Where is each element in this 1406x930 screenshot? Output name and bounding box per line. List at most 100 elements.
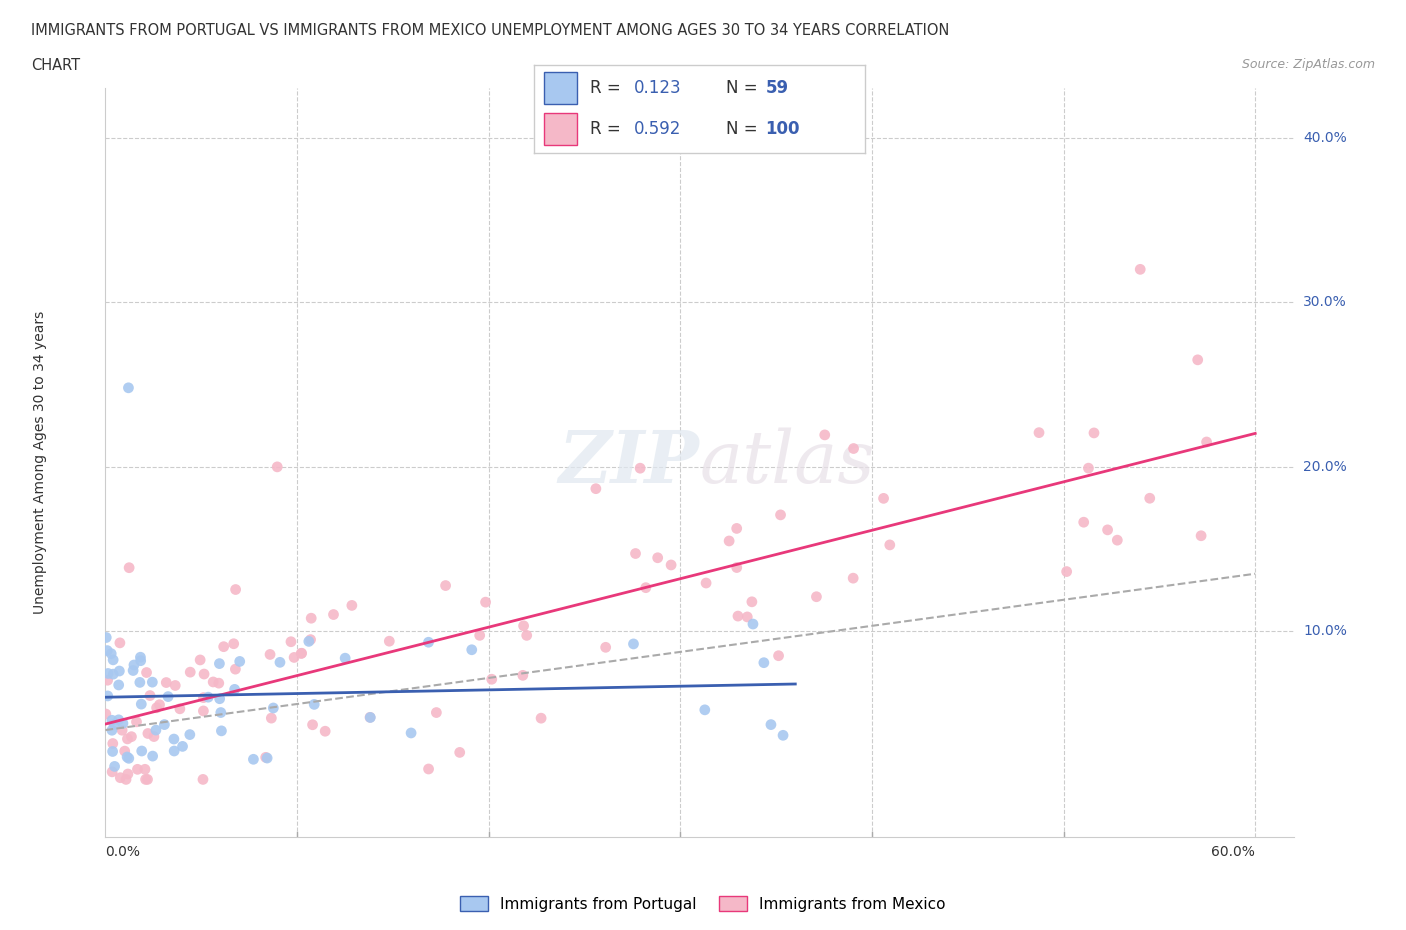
Point <box>117 380 139 395</box>
Point <box>468 628 491 643</box>
Point <box>269 655 291 670</box>
Point <box>103 717 125 732</box>
Point <box>141 674 163 689</box>
Point <box>725 560 748 575</box>
Point <box>222 636 245 651</box>
Point <box>378 633 401 648</box>
Point <box>718 534 741 549</box>
Point <box>333 651 356 666</box>
Point <box>122 658 145 672</box>
Point <box>97 666 120 681</box>
Point <box>595 640 617 655</box>
Text: 100: 100 <box>765 120 800 138</box>
Point <box>772 728 794 743</box>
Point <box>879 538 901 552</box>
Point <box>193 667 215 682</box>
Bar <box>544 113 578 145</box>
Point <box>108 635 131 650</box>
Point <box>97 672 120 687</box>
Point <box>481 671 503 686</box>
Text: 20.0%: 20.0% <box>1303 459 1347 473</box>
Point <box>585 481 607 496</box>
Text: CHART: CHART <box>31 58 80 73</box>
Point <box>96 644 118 658</box>
Point <box>145 700 167 715</box>
Point <box>1073 515 1095 530</box>
Point <box>103 667 125 682</box>
Point <box>302 697 325 711</box>
Point <box>107 678 129 693</box>
Point <box>101 764 124 779</box>
Text: IMMIGRANTS FROM PORTUGAL VS IMMIGRANTS FROM MEXICO UNEMPLOYMENT AMONG AGES 30 TO: IMMIGRANTS FROM PORTUGAL VS IMMIGRANTS F… <box>31 23 949 38</box>
Point <box>135 665 157 680</box>
Point <box>131 744 153 759</box>
Point <box>129 697 152 711</box>
Text: R =: R = <box>591 120 627 138</box>
Point <box>188 653 211 668</box>
Point <box>179 727 201 742</box>
Point <box>111 723 134 737</box>
Point <box>283 650 305 665</box>
Point <box>842 571 865 586</box>
Point <box>1139 491 1161 506</box>
Point <box>145 723 167 737</box>
Point <box>298 634 321 649</box>
Point <box>301 717 323 732</box>
Point <box>759 717 782 732</box>
Point <box>742 617 765 631</box>
Text: 0.0%: 0.0% <box>105 845 141 859</box>
Text: N =: N = <box>725 120 763 138</box>
Point <box>872 491 894 506</box>
Point <box>197 690 219 705</box>
Point <box>254 750 277 764</box>
Text: 0.592: 0.592 <box>633 120 681 138</box>
Point <box>530 711 553 725</box>
Point <box>163 732 186 747</box>
Point <box>101 653 124 668</box>
Point <box>299 632 322 647</box>
Point <box>512 618 534 633</box>
Point <box>418 635 440 650</box>
Point <box>193 690 215 705</box>
Point <box>693 702 716 717</box>
Point <box>118 560 141 575</box>
Text: 10.0%: 10.0% <box>1303 624 1347 638</box>
Point <box>624 546 647 561</box>
Point <box>727 608 749 623</box>
Point <box>212 639 235 654</box>
Point <box>814 428 837 443</box>
Point <box>142 749 165 764</box>
Point <box>122 663 145 678</box>
Point <box>262 700 284 715</box>
Point <box>155 675 177 690</box>
Point <box>256 751 278 765</box>
Point <box>101 744 124 759</box>
Point <box>209 705 232 720</box>
Point <box>425 705 447 720</box>
Point <box>290 646 312 661</box>
Point <box>628 460 651 475</box>
Point <box>107 712 129 727</box>
Point <box>101 712 124 727</box>
Point <box>260 711 283 725</box>
Point <box>299 611 322 626</box>
Point <box>208 657 231 671</box>
Point <box>127 762 149 777</box>
Point <box>1189 528 1212 543</box>
Point <box>114 744 136 759</box>
Point <box>153 717 176 732</box>
Point <box>193 703 215 718</box>
Text: 60.0%: 60.0% <box>1212 845 1256 859</box>
Legend: Immigrants from Portugal, Immigrants from Mexico: Immigrants from Portugal, Immigrants fro… <box>454 889 952 918</box>
Text: 59: 59 <box>765 79 789 97</box>
Point <box>512 668 534 683</box>
Point <box>104 759 127 774</box>
Text: Source: ZipAtlas.com: Source: ZipAtlas.com <box>1241 58 1375 71</box>
Point <box>461 643 484 658</box>
Point <box>449 745 471 760</box>
Point <box>242 751 264 766</box>
Point <box>208 676 231 691</box>
Point <box>516 628 538 643</box>
Point <box>163 744 186 759</box>
Point <box>209 724 232 738</box>
